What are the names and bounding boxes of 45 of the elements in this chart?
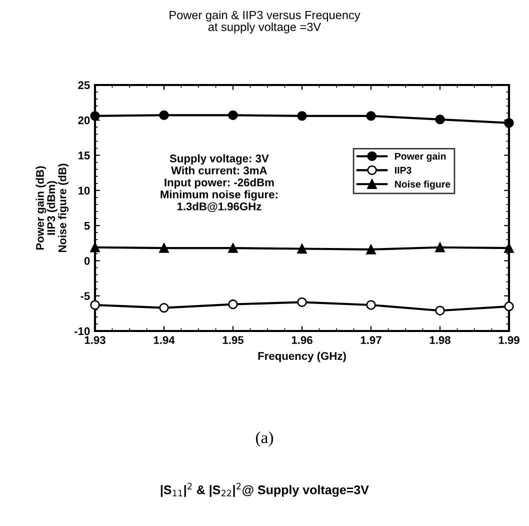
point bbox=[297, 111, 307, 121]
point bbox=[228, 110, 238, 120]
x-tick-label: 1.98 bbox=[430, 336, 450, 344]
text: (a) bbox=[256, 431, 274, 447]
y-tick-label: 0 bbox=[84, 256, 90, 265]
x-tick-label: 1.96 bbox=[292, 336, 312, 344]
y-tick-label: 20 bbox=[78, 116, 90, 124]
point bbox=[504, 302, 514, 312]
chart-title: Power gain & IIP3 versus Frequency at supply voltage =3V bbox=[170, 10, 360, 34]
x-tick-label: 1.95 bbox=[222, 336, 244, 344]
point bbox=[90, 242, 100, 252]
x-tick-label: 1.99 bbox=[498, 336, 520, 344]
legend-label: IIP3 bbox=[395, 166, 412, 174]
x-tick-label: 1.94 bbox=[154, 336, 175, 344]
point bbox=[159, 110, 169, 120]
x-tick-label: 1.97 bbox=[360, 336, 382, 344]
legend-label: Power gain bbox=[395, 152, 446, 162]
point bbox=[159, 243, 169, 253]
legend-label: Noise figure bbox=[395, 180, 450, 190]
x-axis-title: Frequency (GHz) bbox=[258, 352, 346, 362]
point bbox=[228, 243, 238, 253]
point bbox=[297, 297, 307, 308]
y-tick-label: 5 bbox=[84, 222, 90, 230]
point bbox=[366, 300, 376, 310]
annotation: Supply voltage: 3V With current: 3mA Input power: -26dBm Minimum noise figure: 1.3dB@1.96GHz bbox=[160, 154, 278, 212]
y-tick-label: 15 bbox=[78, 152, 90, 160]
x-tick-label: 1.93 bbox=[84, 336, 106, 344]
y-tick-label: -5 bbox=[80, 292, 90, 300]
point bbox=[435, 114, 445, 124]
point bbox=[90, 300, 100, 310]
point bbox=[297, 244, 307, 254]
point bbox=[366, 244, 376, 254]
point bbox=[435, 306, 445, 316]
y-axis-title: Power gain (dB) IIP3 (dBm) Noise figure (dB) bbox=[36, 164, 69, 252]
y-tick-label: 25 bbox=[78, 81, 90, 90]
point bbox=[504, 243, 514, 253]
y-tick-label: 10 bbox=[78, 186, 90, 195]
point bbox=[228, 299, 238, 310]
y-tick-label: -10 bbox=[74, 327, 90, 336]
point bbox=[90, 111, 100, 121]
point bbox=[159, 302, 169, 313]
point bbox=[435, 242, 445, 252]
text: |S$_{11}$|$^{2}$ & |S$_{22}$|$^{2}$@ Supply voltage=3V bbox=[160, 482, 369, 497]
point bbox=[504, 118, 514, 128]
point bbox=[366, 111, 376, 121]
